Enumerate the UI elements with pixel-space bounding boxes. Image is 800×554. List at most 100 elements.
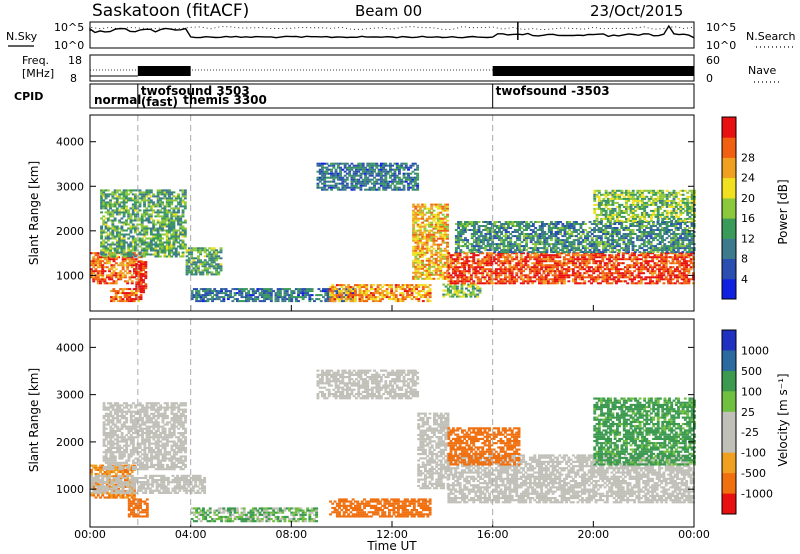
power-cell bbox=[594, 278, 598, 281]
power-cell bbox=[410, 298, 414, 301]
power-cell bbox=[601, 266, 605, 269]
power-cell bbox=[194, 263, 198, 266]
power-cell bbox=[439, 235, 443, 238]
power-cell bbox=[330, 172, 333, 175]
power-cell bbox=[680, 268, 684, 271]
power-cell bbox=[418, 255, 422, 258]
power-cell bbox=[534, 247, 538, 250]
power-cell bbox=[439, 229, 443, 232]
power-cell bbox=[461, 258, 464, 261]
power-cell bbox=[596, 256, 600, 259]
power-cell bbox=[612, 266, 616, 269]
power-cell bbox=[344, 296, 348, 299]
power-cell bbox=[120, 211, 124, 214]
power-cell bbox=[335, 292, 339, 295]
power-cell bbox=[126, 264, 130, 267]
power-cell bbox=[430, 261, 434, 264]
power-cell bbox=[495, 233, 499, 235]
power-cell bbox=[479, 260, 482, 263]
power-cell bbox=[581, 245, 585, 248]
power-cell bbox=[325, 176, 329, 179]
power-cell bbox=[181, 221, 185, 224]
power-cell bbox=[551, 280, 555, 283]
power-cell bbox=[577, 249, 581, 252]
power-cell bbox=[519, 262, 523, 265]
power-cell bbox=[430, 271, 434, 274]
power-cell bbox=[394, 298, 398, 301]
power-cell bbox=[535, 252, 539, 255]
power-cell bbox=[347, 296, 351, 299]
power-cell bbox=[332, 176, 336, 179]
power-cell bbox=[407, 186, 410, 189]
power-cell bbox=[421, 300, 425, 303]
power-cell bbox=[474, 295, 477, 298]
power-cell bbox=[165, 239, 169, 242]
power-cell bbox=[500, 231, 504, 233]
power-cell bbox=[565, 276, 568, 279]
power-cell bbox=[159, 199, 162, 202]
power-cell bbox=[130, 290, 134, 293]
power-cell bbox=[592, 268, 596, 271]
power-cell bbox=[100, 205, 103, 208]
power-cell bbox=[470, 274, 473, 277]
power-cell bbox=[527, 233, 531, 235]
power-cell bbox=[617, 270, 621, 273]
power-cell bbox=[470, 264, 473, 267]
power-cell bbox=[354, 298, 357, 301]
power-cell bbox=[197, 269, 200, 272]
power-cell bbox=[114, 268, 118, 271]
power-cell bbox=[134, 201, 137, 204]
power-cell bbox=[389, 164, 392, 167]
power-cell bbox=[344, 294, 348, 297]
power-cell bbox=[432, 241, 436, 244]
power-cell bbox=[121, 276, 125, 279]
power-cell bbox=[543, 225, 547, 227]
power-cell bbox=[412, 253, 415, 256]
power-cell bbox=[163, 233, 167, 236]
power-cell bbox=[655, 276, 659, 279]
power-cell bbox=[336, 182, 340, 185]
power-cell bbox=[561, 249, 565, 252]
power-cell bbox=[361, 180, 365, 183]
power-cell bbox=[538, 280, 541, 283]
power-cell bbox=[382, 168, 386, 171]
power-cell bbox=[583, 258, 587, 261]
power-cell bbox=[120, 245, 124, 248]
power-cell bbox=[325, 184, 329, 187]
power-cell bbox=[96, 278, 100, 281]
power-cell bbox=[251, 292, 255, 295]
power-cell bbox=[109, 247, 112, 250]
power-cell bbox=[508, 260, 512, 263]
power-cell bbox=[446, 213, 449, 216]
power-cell bbox=[474, 274, 478, 277]
power-cell bbox=[94, 260, 98, 263]
power-cell bbox=[135, 254, 139, 257]
power-cell bbox=[373, 162, 376, 165]
power-cell bbox=[347, 292, 351, 295]
power-cell bbox=[135, 283, 139, 286]
power-cell bbox=[664, 256, 668, 259]
power-cell bbox=[577, 247, 581, 250]
power-cell bbox=[599, 221, 603, 223]
power-cell bbox=[319, 294, 323, 297]
power-cell bbox=[488, 260, 491, 263]
power-cell bbox=[588, 251, 592, 254]
power-cell bbox=[473, 245, 476, 248]
power-cell bbox=[163, 205, 167, 208]
power-cell bbox=[135, 269, 139, 272]
power-cell bbox=[104, 249, 108, 252]
power-cell bbox=[461, 270, 464, 273]
power-cell bbox=[491, 241, 495, 244]
power-cell bbox=[649, 264, 652, 267]
power-cell bbox=[331, 294, 335, 297]
power-cell bbox=[635, 268, 639, 271]
power-cell bbox=[446, 269, 449, 272]
power-cell bbox=[159, 205, 162, 208]
power-cell bbox=[467, 293, 471, 296]
power-cell bbox=[333, 300, 337, 303]
power-cell bbox=[127, 199, 131, 202]
power-cell bbox=[122, 215, 126, 218]
power-cell bbox=[343, 188, 347, 191]
power-cell bbox=[463, 278, 467, 281]
power-cell bbox=[461, 225, 465, 227]
